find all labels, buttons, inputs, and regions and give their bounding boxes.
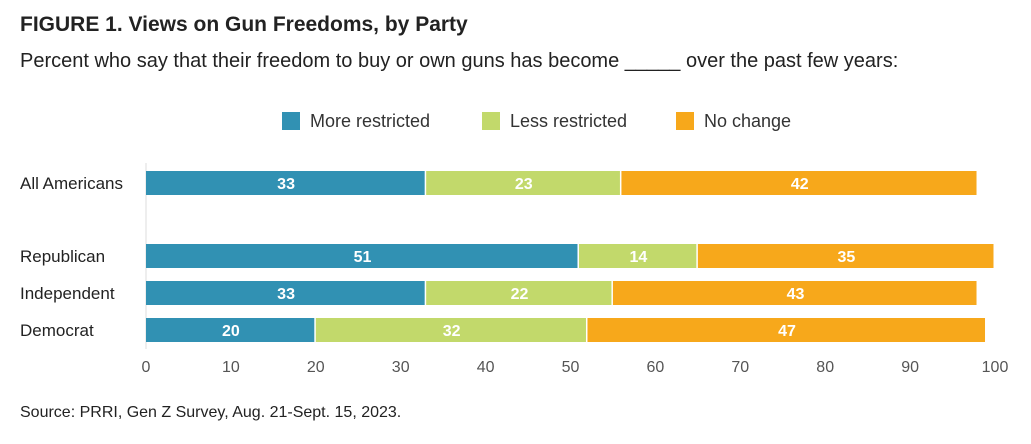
x-tick-label-8: 80 — [816, 359, 834, 376]
bar-0-2 — [621, 171, 977, 195]
legend-label-1: Less restricted — [510, 111, 627, 131]
bar-value-label-2-1: 22 — [511, 286, 529, 303]
x-tick-label-6: 60 — [647, 359, 665, 376]
legend-label-2: No change — [704, 111, 791, 131]
bar-value-label-3-2: 47 — [778, 323, 796, 340]
x-tick-label-1: 10 — [222, 359, 240, 376]
x-tick-label-10: 100 — [982, 359, 1009, 376]
bar-3-1 — [315, 318, 586, 342]
legend-swatch-2 — [676, 112, 694, 130]
bars: 33 23 42 51 14 35 33 22 43 20 32 47 — [146, 171, 994, 342]
stacked-bar-chart: More restricted Less restricted No change … — [20, 111, 1009, 376]
x-tick-label-7: 70 — [731, 359, 749, 376]
category-label-0: All Americans — [20, 174, 123, 193]
legend: More restricted Less restricted No change — [282, 111, 791, 131]
bar-3-0 — [146, 318, 315, 342]
x-tick-label-5: 50 — [562, 359, 580, 376]
x-tick-label-9: 90 — [901, 359, 919, 376]
chart-subtitle: Percent who say that their freedom to bu… — [20, 50, 899, 72]
bar-2-2 — [612, 281, 977, 305]
category-label-1: Republican — [20, 247, 105, 266]
bar-0-1 — [426, 171, 620, 195]
legend-swatch-0 — [282, 112, 300, 130]
bar-value-label-1-0: 51 — [354, 249, 372, 266]
category-labels: All Americans Republican Independent Democr… — [20, 174, 123, 340]
category-label-3: Democrat — [20, 321, 94, 340]
bar-1-0 — [146, 244, 578, 268]
category-label-2: Independent — [20, 284, 115, 303]
chart-title: FIGURE 1. Views on Gun Freedoms, by Part… — [20, 13, 468, 36]
bar-value-label-3-1: 32 — [443, 323, 461, 340]
x-axis-ticks: 0 10 20 30 40 50 60 70 80 90 100 — [142, 359, 1009, 376]
x-tick-label-2: 20 — [307, 359, 325, 376]
bar-value-label-0-2: 42 — [791, 176, 809, 193]
legend-swatch-1 — [482, 112, 500, 130]
bar-1-1 — [578, 244, 697, 268]
source-note: Source: PRRI, Gen Z Survey, Aug. 21-Sept… — [20, 404, 402, 421]
bar-value-label-1-1: 14 — [630, 249, 648, 266]
legend-label-0: More restricted — [310, 111, 430, 131]
bar-3-2 — [587, 318, 986, 342]
bar-value-label-0-1: 23 — [515, 176, 533, 193]
x-tick-label-4: 40 — [477, 359, 495, 376]
bar-value-label-0-0: 33 — [277, 176, 295, 193]
bar-2-0 — [146, 281, 425, 305]
bar-1-2 — [697, 244, 994, 268]
x-tick-label-0: 0 — [142, 359, 151, 376]
bar-value-label-1-2: 35 — [838, 249, 856, 266]
bar-0-0 — [146, 171, 425, 195]
bar-value-label-3-0: 20 — [222, 323, 240, 340]
bar-2-1 — [426, 281, 612, 305]
bar-value-label-2-0: 33 — [277, 286, 295, 303]
bar-value-label-2-2: 43 — [787, 286, 805, 303]
x-tick-label-3: 30 — [392, 359, 410, 376]
